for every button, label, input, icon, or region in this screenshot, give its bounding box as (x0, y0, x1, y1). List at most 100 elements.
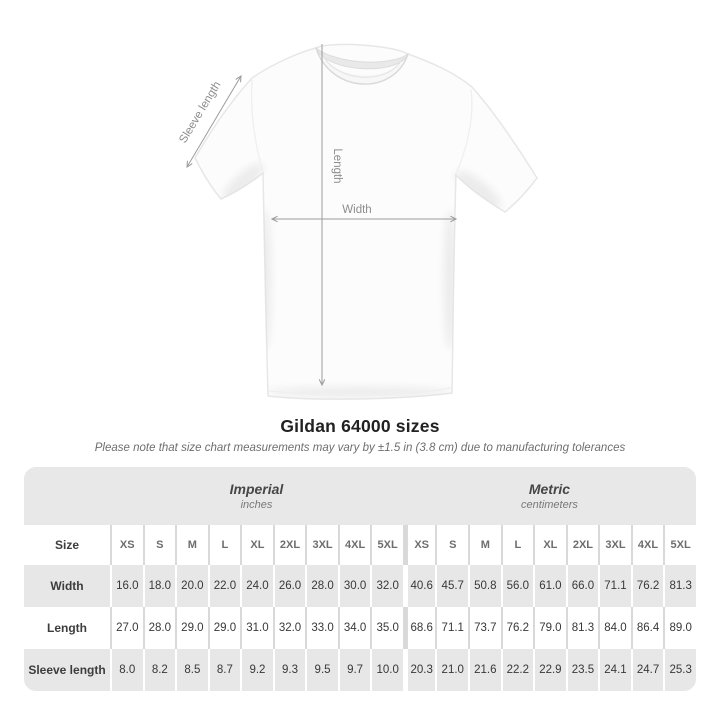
tshirt-figure-svg: Width Length Sleeve length (177, 43, 538, 400)
size-value-cell: 84.0 (598, 607, 631, 649)
size-value-cell: 71.1 (598, 565, 631, 607)
size-column-header: 4XL (630, 525, 664, 565)
unit-header-row: Imperial inches Metric centimeters (24, 467, 696, 525)
unit-group-imperial: Imperial inches (110, 467, 403, 525)
size-value-cell: 8.5 (175, 649, 208, 691)
size-value-cell: 20.3 (402, 649, 436, 691)
sleeve-measure-line (186, 75, 242, 168)
size-value-cell: 10.0 (370, 649, 403, 691)
right-sleeve-seam (455, 88, 473, 175)
size-value-cell: 9.7 (337, 649, 371, 691)
size-value-cell: 73.7 (468, 607, 501, 649)
row-label: Length (24, 607, 110, 649)
size-value-cell: 81.3 (663, 565, 696, 607)
size-value-cell: 31.0 (240, 607, 273, 649)
table-row-length: Length 27.0 28.0 29.0 29.0 31.0 32.0 33.… (24, 607, 696, 649)
size-value-cell: 66.0 (565, 565, 599, 607)
size-value-cell: 40.6 (402, 565, 436, 607)
size-value-cell: 9.5 (305, 649, 338, 691)
table-row-sleeve-length: Sleeve length 8.0 8.2 8.5 8.7 9.2 9.3 9.… (24, 649, 696, 691)
size-value-cell: 8.0 (110, 649, 143, 691)
unit-header-spacer (24, 467, 110, 525)
size-value-cell: 89.0 (663, 607, 696, 649)
measurement-lines (186, 44, 458, 387)
tshirt-image (194, 43, 538, 400)
size-column-header: 5XL (370, 525, 403, 565)
size-value-cell: 16.0 (110, 565, 143, 607)
size-header-row: Size XS S M L XL 2XL 3XL 4XL 5XL XS S M … (24, 525, 696, 565)
size-value-cell: 28.0 (305, 565, 338, 607)
size-value-cell: 28.0 (142, 607, 176, 649)
size-column-header: 3XL (305, 525, 338, 565)
size-value-cell: 68.6 (402, 607, 436, 649)
row-label: Width (24, 565, 110, 607)
size-column-header: L (500, 525, 534, 565)
unit-group-metric: Metric centimeters (402, 467, 696, 525)
tshirt-measurement-figure: Width Length Sleeve length (177, 43, 538, 400)
size-column-header: XL (240, 525, 273, 565)
size-value-cell: 32.0 (272, 607, 306, 649)
size-value-cell: 76.2 (630, 565, 664, 607)
size-value-cell: 29.0 (207, 607, 241, 649)
size-value-cell: 50.8 (468, 565, 501, 607)
size-value-cell: 61.0 (533, 565, 566, 607)
size-column-header: XL (533, 525, 566, 565)
size-value-cell: 35.0 (370, 607, 403, 649)
size-value-cell: 24.1 (598, 649, 631, 691)
size-value-cell: 86.4 (630, 607, 664, 649)
size-column-header: 3XL (598, 525, 631, 565)
size-value-cell: 25.3 (663, 649, 696, 691)
size-value-cell: 9.2 (240, 649, 273, 691)
size-value-cell: 33.0 (305, 607, 338, 649)
size-column-label: Size (24, 525, 110, 565)
imperial-label: Imperial (229, 480, 284, 497)
width-label: Width (342, 204, 371, 216)
tolerance-note: Please note that size chart measurements… (94, 442, 626, 454)
size-column-header: 2XL (272, 525, 306, 565)
size-value-cell: 22.2 (500, 649, 534, 691)
size-value-cell: 29.0 (175, 607, 208, 649)
size-value-cell: 81.3 (565, 607, 599, 649)
size-value-cell: 32.0 (370, 565, 403, 607)
collar-outer-line (315, 47, 409, 85)
size-value-cell: 18.0 (142, 565, 176, 607)
size-value-cell: 20.0 (175, 565, 208, 607)
size-column-header: 2XL (565, 525, 599, 565)
size-value-cell: 24.0 (240, 565, 273, 607)
hem-stitch (268, 387, 452, 396)
tshirt-body (194, 43, 538, 400)
size-value-cell: 24.7 (630, 649, 664, 691)
left-sleeve-seam (250, 79, 264, 173)
metric-unit-label: centimeters (521, 498, 578, 511)
size-value-cell: 71.1 (435, 607, 469, 649)
table-row-width: Width 16.0 18.0 20.0 22.0 24.0 26.0 28.0… (24, 565, 696, 607)
size-column-header: 4XL (337, 525, 371, 565)
collar-inner-line (320, 51, 405, 78)
size-value-cell: 8.2 (142, 649, 176, 691)
size-value-cell: 8.7 (207, 649, 241, 691)
size-value-cell: 9.3 (272, 649, 306, 691)
size-column-header: S (435, 525, 469, 565)
size-value-cell: 56.0 (500, 565, 534, 607)
size-column-header: XS (110, 525, 143, 565)
size-value-cell: 22.9 (533, 649, 566, 691)
size-value-cell: 23.5 (565, 649, 599, 691)
metric-label: Metric (528, 480, 571, 497)
size-value-cell: 45.7 (435, 565, 469, 607)
size-column-header: S (142, 525, 176, 565)
size-value-cell: 76.2 (500, 607, 534, 649)
size-column-header: L (207, 525, 241, 565)
size-value-cell: 21.0 (435, 649, 469, 691)
size-column-header: M (468, 525, 501, 565)
size-value-cell: 26.0 (272, 565, 306, 607)
size-chart-table: Imperial inches Metric centimeters Size … (24, 467, 696, 691)
size-value-cell: 34.0 (337, 607, 371, 649)
page-title: Gildan 64000 sizes (280, 416, 440, 436)
size-column-header: 5XL (663, 525, 696, 565)
size-value-cell: 21.6 (468, 649, 501, 691)
length-label: Length (331, 148, 343, 183)
collar-band (316, 48, 408, 85)
imperial-unit-label: inches (240, 498, 273, 511)
size-column-header: M (175, 525, 208, 565)
row-label: Sleeve length (24, 649, 110, 691)
